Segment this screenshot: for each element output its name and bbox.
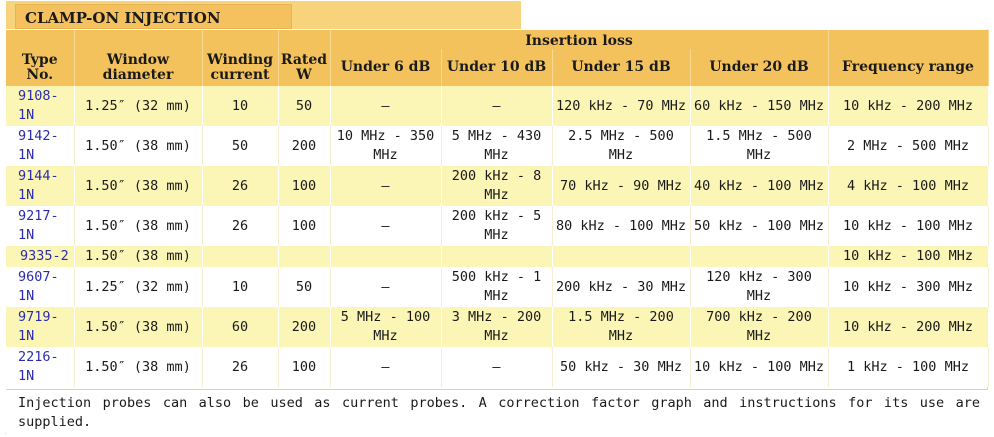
cell-window: 1.25″ (32 mm) (74, 86, 203, 126)
col-header-under-20: Under 20 dB (690, 49, 829, 86)
col-header-frequency: Frequency range (828, 30, 989, 86)
cell-under-6: — (330, 206, 442, 246)
cell-window: 1.50″ (38 mm) (74, 246, 203, 267)
col-header-insertion-loss: Insertion loss (330, 30, 829, 49)
cell-under-20 (690, 246, 829, 267)
cell-window: 1.50″ (38 mm) (74, 126, 203, 166)
header-row-group: Type No. Window diameter Winding current… (6, 30, 989, 86)
cell-frequency: 10 kHz - 200 MHz (828, 86, 989, 126)
cell-type: 9335-2 (6, 246, 75, 267)
table-row: 9142-1N 1.50″ (38 mm) 50 200 10 MHz - 35… (6, 126, 989, 166)
cell-under-15: 200 kHz - 30 MHz (552, 267, 691, 307)
cell-current: 26 (202, 166, 279, 206)
cell-type: 9108-1N (6, 86, 75, 126)
cell-under-15: 80 kHz - 100 MHz (552, 206, 691, 246)
cell-current: 60 (202, 307, 279, 347)
cell-current: 10 (202, 267, 279, 307)
col-header-current: Winding current (202, 30, 279, 86)
cell-under-10: 200 kHz - 8 MHz (441, 166, 553, 206)
cell-under-20: 10 kHz - 100 MHz (690, 347, 829, 387)
cell-window: 1.25″ (32 mm) (74, 267, 203, 307)
cell-under-15: 50 kHz - 30 MHz (552, 347, 691, 387)
table-row: 2216-1N 1.50″ (38 mm) 26 100 — — 50 kHz … (6, 347, 989, 387)
cell-under-15: 2.5 MHz - 500 MHz (552, 126, 691, 166)
cell-under-20: 700 kHz - 200 MHz (690, 307, 829, 347)
cell-rated: 100 (278, 347, 331, 387)
table-row: 9719-1N 1.50″ (38 mm) 60 200 5 MHz - 100… (6, 307, 989, 347)
cell-under-15 (552, 246, 691, 267)
cell-window: 1.50″ (38 mm) (74, 166, 203, 206)
col-header-type: Type No. (6, 30, 75, 86)
table-row: 9108-1N 1.25″ (32 mm) 10 50 — — 120 kHz … (6, 86, 989, 126)
cell-current: 50 (202, 126, 279, 166)
cell-under-10: 200 kHz - 5 MHz (441, 206, 553, 246)
col-header-window: Window diameter (74, 30, 203, 86)
cell-under-6: — (330, 86, 442, 126)
cell-rated: 100 (278, 166, 331, 206)
header-row-sub: Under 6 dB Under 10 dB Under 15 dB Under… (6, 49, 988, 86)
col-header-under-6: Under 6 dB (330, 49, 442, 86)
footnote: Injection probes can also be used as cur… (6, 389, 988, 434)
cell-under-10: 500 kHz - 1 MHz (441, 267, 553, 307)
table-row: 9144-1N 1.50″ (38 mm) 26 100 — 200 kHz -… (6, 166, 989, 206)
title-tab: CLAMP-ON INJECTION PROBES (15, 4, 292, 45)
cell-window: 1.50″ (38 mm) (74, 206, 203, 246)
cell-rated: 50 (278, 86, 331, 126)
cell-under-10: — (441, 86, 553, 126)
cell-current: 10 (202, 86, 279, 126)
cell-rated (278, 246, 331, 267)
cell-under-20: 120 kHz - 300 MHz (690, 267, 829, 307)
cell-under-20: 60 kHz - 150 MHz (690, 86, 829, 126)
cell-frequency: 10 kHz - 300 MHz (828, 267, 989, 307)
cell-window: 1.50″ (38 mm) (74, 347, 203, 387)
table-row: 9217-1N 1.50″ (38 mm) 26 100 — 200 kHz -… (6, 206, 989, 246)
cell-under-6: — (330, 267, 442, 307)
col-header-rated: Rated W (278, 30, 331, 86)
cell-under-6: 10 MHz - 350 MHz (330, 126, 442, 166)
probes-table: Type No. Window diameter Winding current… (6, 30, 989, 387)
cell-frequency: 10 kHz - 100 MHz (828, 246, 989, 267)
cell-under-6: — (330, 166, 442, 206)
cell-under-10: 3 MHz - 200 MHz (441, 307, 553, 347)
cell-under-20: 1.5 MHz - 500 MHz (690, 126, 829, 166)
cell-type: 2216-1N (6, 347, 75, 387)
cell-under-15: 120 kHz - 70 MHz (552, 86, 691, 126)
cell-frequency: 1 kHz - 100 MHz (828, 347, 989, 387)
title-banner: CLAMP-ON INJECTION PROBES (6, 1, 521, 45)
col-header-under-10: Under 10 dB (441, 49, 553, 86)
cell-under-20: 50 kHz - 100 MHz (690, 206, 829, 246)
cell-current: 26 (202, 347, 279, 387)
cell-under-6 (330, 246, 442, 267)
cell-type: 9142-1N (6, 126, 75, 166)
table-row: 9335-2 1.50″ (38 mm) 10 kHz - 100 MHz (6, 246, 989, 267)
cell-under-15: 70 kHz - 90 MHz (552, 166, 691, 206)
cell-under-10 (441, 246, 553, 267)
cell-rated: 50 (278, 267, 331, 307)
cell-type: 9719-1N (6, 307, 75, 347)
cell-type: 9607-1N (6, 267, 75, 307)
cell-frequency: 2 MHz - 500 MHz (828, 126, 989, 166)
cell-type: 9144-1N (6, 166, 75, 206)
cell-frequency: 10 kHz - 100 MHz (828, 206, 989, 246)
cell-type: 9217-1N (6, 206, 75, 246)
cell-frequency: 10 kHz - 200 MHz (828, 307, 989, 347)
cell-current: 26 (202, 206, 279, 246)
cell-under-15: 1.5 MHz - 200 MHz (552, 307, 691, 347)
col-header-under-15: Under 15 dB (552, 49, 691, 86)
cell-rated: 100 (278, 206, 331, 246)
cell-rated: 200 (278, 126, 331, 166)
cell-under-10: 5 MHz - 430 MHz (441, 126, 553, 166)
cell-current (202, 246, 279, 267)
table-row: 9607-1N 1.25″ (32 mm) 10 50 — 500 kHz - … (6, 267, 989, 307)
cell-under-10: — (441, 347, 553, 387)
cell-under-6: — (330, 347, 442, 387)
cell-under-20: 40 kHz - 100 MHz (690, 166, 829, 206)
cell-under-6: 5 MHz - 100 MHz (330, 307, 442, 347)
cell-window: 1.50″ (38 mm) (74, 307, 203, 347)
cell-rated: 200 (278, 307, 331, 347)
cell-frequency: 4 kHz - 100 MHz (828, 166, 989, 206)
